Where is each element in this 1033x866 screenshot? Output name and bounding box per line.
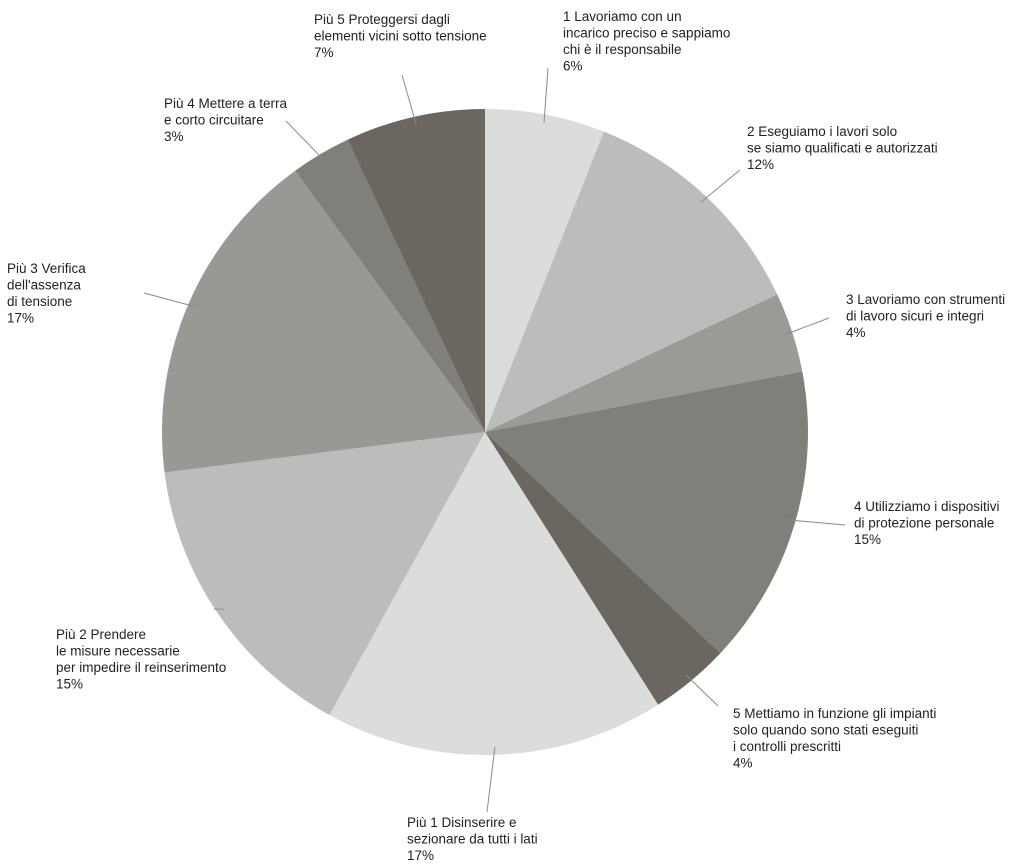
slice-label-10-line-2: elementi vicini sotto tensione xyxy=(314,29,487,44)
slice-label-9-line-3: 3% xyxy=(164,129,184,144)
leader-line-5 xyxy=(685,674,719,707)
slice-label-5-line-2: solo quando sono stati eseguiti xyxy=(733,723,918,738)
leader-line-9 xyxy=(285,120,326,162)
leader-line-1 xyxy=(543,67,549,123)
slice-label-6: Più 1 Disinserire e sezionare da tutti i … xyxy=(407,815,538,863)
pie-slice-5 xyxy=(485,432,721,705)
slice-label-3-line-1: 3 Lavoriamo con strumenti xyxy=(846,292,1005,307)
leader-line-10 xyxy=(401,74,417,125)
slice-label-4: 4 Utilizziamo i dispositivi di protezione… xyxy=(854,499,1000,547)
slice-label-6-line-2: sezionare da tutti i lati xyxy=(407,832,538,847)
slice-label-8-line-3: di tensione xyxy=(7,294,72,309)
pie-slice-4 xyxy=(485,371,809,654)
slice-label-1-line-2: incarico preciso e sappiamo xyxy=(563,26,730,41)
slice-label-7: Più 2 Prendere le misure necessarie per im… xyxy=(56,627,226,692)
pie-slice-2 xyxy=(485,131,778,432)
slice-label-7-line-3: per impedire il reinserimento xyxy=(56,660,226,675)
pie-slice-8 xyxy=(162,170,485,473)
slice-label-3-line-2: di lavoro sicuri e integri xyxy=(846,309,984,324)
slice-label-2-line-1: 2 Eseguiamo i lavori solo xyxy=(747,124,897,139)
pie-slice-7 xyxy=(164,432,486,716)
slice-label-1-line-1: 1 Lavoriamo con un xyxy=(563,9,682,24)
pie-slice-10 xyxy=(347,109,485,432)
leader-line-3 xyxy=(784,317,830,336)
slice-label-8-line-2: dell'assenza xyxy=(7,278,81,293)
leader-line-4 xyxy=(787,519,846,526)
slice-label-6-line-3: 17% xyxy=(407,848,434,863)
slice-label-1-line-3: chi è il responsabile xyxy=(563,42,682,57)
slice-label-5: 5 Mettiamo in funzione gli impianti solo … xyxy=(733,706,936,771)
slice-label-8: Più 3 Verifica dell'assenza di tensione 17% xyxy=(7,261,86,326)
slice-label-4-line-1: 4 Utilizziamo i dispositivi xyxy=(854,499,1000,514)
slice-label-8-line-1: Più 3 Verifica xyxy=(7,261,86,276)
slice-label-2: 2 Eseguiamo i lavori solo se siamo qualif… xyxy=(747,124,938,172)
slice-label-2-line-3: 12% xyxy=(747,157,774,172)
slice-label-10-line-1: Più 5 Proteggersi dagli xyxy=(314,12,450,27)
leader-line-2 xyxy=(700,169,741,203)
pie-slice-6 xyxy=(329,432,659,756)
slice-label-1: 1 Lavoriamo con un incarico preciso e sap… xyxy=(563,9,730,74)
leader-lines xyxy=(143,67,846,813)
slice-label-7-line-4: 15% xyxy=(56,677,83,692)
pie-slices xyxy=(162,109,809,756)
pie-slice-9 xyxy=(295,139,485,433)
slice-label-2-line-2: se siamo qualificati e autorizzati xyxy=(747,141,938,156)
slice-label-7-line-1: Più 2 Prendere xyxy=(56,627,146,642)
slice-label-9-line-1: Più 4 Mettere a terra xyxy=(164,96,288,111)
slice-label-4-line-2: di protezione personale xyxy=(854,516,994,531)
slice-label-1-line-4: 6% xyxy=(563,59,583,74)
slice-label-3: 3 Lavoriamo con strumenti di lavoro sicur… xyxy=(846,292,1005,340)
slice-label-5-line-4: 4% xyxy=(733,756,753,771)
slice-labels: 1 Lavoriamo con un incarico preciso e sap… xyxy=(7,9,1005,863)
pie-slice-3 xyxy=(485,294,803,432)
slice-label-7-line-2: le misure necessarie xyxy=(56,644,180,659)
slice-label-5-line-3: i controlli prescritti xyxy=(733,739,841,754)
slice-label-5-line-1: 5 Mettiamo in funzione gli impianti xyxy=(733,706,936,721)
slice-label-4-line-3: 15% xyxy=(854,532,881,547)
leader-line-8 xyxy=(143,292,197,308)
slice-label-10: Più 5 Proteggersi dagli elementi vicini s… xyxy=(314,12,487,60)
slice-label-8-line-4: 17% xyxy=(7,311,34,326)
leader-line-6 xyxy=(486,746,496,813)
slice-label-3-line-3: 4% xyxy=(846,325,866,340)
slice-label-6-line-1: Più 1 Disinserire e xyxy=(407,815,517,830)
pie-slice-1 xyxy=(485,109,604,432)
slice-label-9: Più 4 Mettere a terra e corto circuitare 3… xyxy=(164,96,288,144)
slice-label-9-line-2: e corto circuitare xyxy=(164,113,264,128)
slice-label-10-line-3: 7% xyxy=(314,45,334,60)
